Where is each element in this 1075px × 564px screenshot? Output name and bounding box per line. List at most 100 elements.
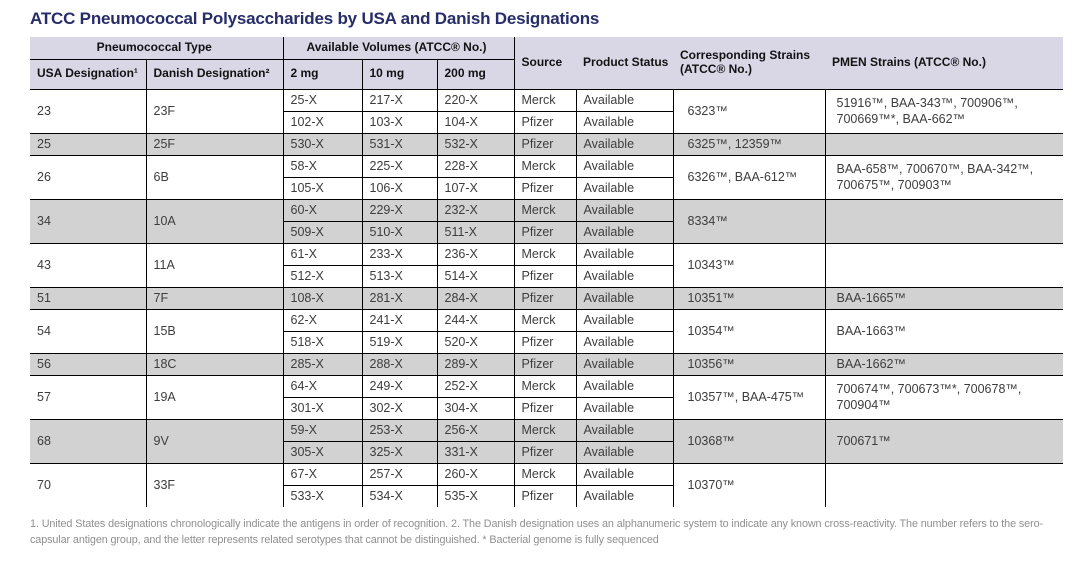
cell-volume-2mg: 58-X xyxy=(283,154,363,178)
header-2mg: 2 mg xyxy=(283,59,363,89)
cell-volume-2mg: 105-X xyxy=(283,177,363,200)
cell-danish-designation: 9V xyxy=(146,418,284,463)
table-row: 301-X 302-X 304-X Pfizer Available xyxy=(30,397,1063,420)
cell-source: Pfizer xyxy=(514,132,577,156)
cell-corresponding-strains: 6323™ xyxy=(673,88,826,133)
cell-source: Merck xyxy=(514,242,577,266)
cell-usa-designation: 26 xyxy=(30,154,147,199)
cell-source: Merck xyxy=(514,198,577,222)
cell-source: Pfizer xyxy=(514,331,577,354)
cell-pmen-strains xyxy=(825,242,1064,287)
cell-volume-200mg: 520-X xyxy=(437,331,515,354)
cell-product-status: Available xyxy=(576,242,674,266)
cell-volume-2mg: 60-X xyxy=(283,198,363,222)
cell-volume-2mg: 64-X xyxy=(283,374,363,398)
cell-source: Merck xyxy=(514,418,577,442)
cell-danish-designation: 11A xyxy=(146,242,284,287)
cell-corresponding-strains: 10368™ xyxy=(673,418,826,463)
header-available-volumes: Available Volumes (ATCC® No.) xyxy=(283,37,515,60)
cell-volume-200mg: 511-X xyxy=(437,221,515,244)
cell-usa-designation: 54 xyxy=(30,308,147,353)
cell-source: Pfizer xyxy=(514,397,577,420)
cell-corresponding-strains: 10343™ xyxy=(673,242,826,287)
cell-pmen-strains: 51916™, BAA-343™, 700906™, 700669™*, BAA… xyxy=(825,88,1064,133)
cell-volume-200mg: 104-X xyxy=(437,111,515,134)
cell-corresponding-strains: 10370™ xyxy=(673,462,826,507)
cell-product-status: Available xyxy=(576,154,674,178)
table-row: 102-X 103-X 104-X Pfizer Available xyxy=(30,111,1063,134)
cell-volume-200mg: 514-X xyxy=(437,265,515,288)
cell-pmen-strains: BAA-1665™ xyxy=(825,286,1064,309)
cell-source: Pfizer xyxy=(514,265,577,288)
cell-volume-200mg: 252-X xyxy=(437,374,515,398)
cell-source: Pfizer xyxy=(514,441,577,464)
cell-volume-2mg: 301-X xyxy=(283,397,363,420)
cell-volume-200mg: 256-X xyxy=(437,418,515,442)
header-10mg: 10 mg xyxy=(362,59,438,89)
table-row: 68 9V 59-X 253-X 256-X Merck Available 10368™ 70… xyxy=(30,418,1064,463)
cell-product-status: Available xyxy=(576,485,674,507)
cell-corresponding-strains: 10356™ xyxy=(673,352,826,375)
cell-usa-designation: 43 xyxy=(30,242,147,287)
cell-usa-designation: 34 xyxy=(30,198,147,243)
cell-source: Pfizer xyxy=(514,485,577,507)
table-header: Pneumococcal Type Available Volumes (ATC… xyxy=(30,37,1064,89)
cell-product-status: Available xyxy=(576,418,674,442)
table-row: 43 11A 61-X 233-X 236-X Merck Available 10343™ xyxy=(30,242,1064,287)
table-body: 23 23F 25-X 217-X 220-X Merck Available 6323™ 51… xyxy=(30,88,1064,507)
cell-product-status: Available xyxy=(576,198,674,222)
cell-volume-2mg: 305-X xyxy=(283,441,363,464)
cell-danish-designation: 6B xyxy=(146,154,284,199)
table-row: 57 19A 64-X 249-X 252-X Merck Available 10357™,… xyxy=(30,374,1064,419)
footnote: 1. United States designations chronologi… xyxy=(30,518,1043,547)
cell-danish-designation: 7F xyxy=(146,286,284,309)
cell-source: Pfizer xyxy=(514,221,577,244)
cell-product-status: Available xyxy=(576,331,674,354)
table-row: 34 10A 60-X 229-X 232-X Merck Available 8334™ xyxy=(30,198,1064,243)
cell-volume-200mg: 236-X xyxy=(437,242,515,266)
cell-volume-2mg: 62-X xyxy=(283,308,363,332)
cell-corresponding-strains: 6325™, 12359™ xyxy=(673,132,826,155)
cell-volume-10mg: 249-X xyxy=(362,374,438,398)
cell-volume-10mg: 302-X xyxy=(362,397,438,420)
cell-usa-designation: 51 xyxy=(30,286,147,309)
cell-corresponding-strains: 10351™ xyxy=(673,286,826,309)
cell-pmen-strains xyxy=(825,462,1064,507)
cell-danish-designation: 10A xyxy=(146,198,284,243)
cell-corresponding-strains: 6326™, BAA-612™ xyxy=(673,154,826,199)
table-row: 51 7F 108-X 281-X 284-X Pfizer Available 10351™… xyxy=(30,286,1064,310)
cell-volume-2mg: 533-X xyxy=(283,485,363,507)
cell-danish-designation: 15B xyxy=(146,308,284,353)
cell-volume-10mg: 257-X xyxy=(362,462,438,486)
cell-volume-10mg: 325-X xyxy=(362,441,438,464)
cell-volume-10mg: 288-X xyxy=(362,352,438,376)
cell-volume-200mg: 284-X xyxy=(437,286,515,310)
cell-volume-10mg: 534-X xyxy=(362,485,438,507)
table-row: 305-X 325-X 331-X Pfizer Available xyxy=(30,441,1063,464)
cell-product-status: Available xyxy=(576,132,674,156)
cell-pmen-strains: BAA-1662™ xyxy=(825,352,1064,375)
cell-volume-10mg: 253-X xyxy=(362,418,438,442)
cell-volume-10mg: 225-X xyxy=(362,154,438,178)
table-row: 70 33F 67-X 257-X 260-X Merck Available 10370™ xyxy=(30,462,1064,507)
table-row: 105-X 106-X 107-X Pfizer Available xyxy=(30,177,1063,200)
cell-corresponding-strains: 10354™ xyxy=(673,308,826,353)
cell-danish-designation: 18C xyxy=(146,352,284,375)
header-product-status: Product Status xyxy=(576,37,674,89)
header-danish-designation: Danish Designation² xyxy=(146,59,284,89)
cell-danish-designation: 25F xyxy=(146,132,284,155)
cell-volume-2mg: 61-X xyxy=(283,242,363,266)
cell-volume-2mg: 25-X xyxy=(283,88,363,112)
cell-volume-10mg: 217-X xyxy=(362,88,438,112)
cell-usa-designation: 25 xyxy=(30,132,147,155)
table-row: 533-X 534-X 535-X Pfizer Available xyxy=(30,485,1063,507)
cell-product-status: Available xyxy=(576,397,674,420)
cell-product-status: Available xyxy=(576,308,674,332)
cell-source: Pfizer xyxy=(514,286,577,310)
cell-volume-200mg: 535-X xyxy=(437,485,515,507)
cell-volume-2mg: 509-X xyxy=(283,221,363,244)
cell-product-status: Available xyxy=(576,177,674,200)
cell-volume-200mg: 532-X xyxy=(437,132,515,156)
cell-volume-2mg: 285-X xyxy=(283,352,363,376)
